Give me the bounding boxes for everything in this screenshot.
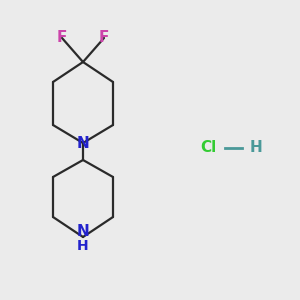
Text: N: N	[76, 136, 89, 151]
Text: Cl: Cl	[200, 140, 216, 155]
Text: F: F	[99, 31, 109, 46]
Text: H: H	[77, 239, 89, 253]
Text: N: N	[76, 224, 89, 239]
Text: F: F	[57, 31, 67, 46]
Text: H: H	[250, 140, 262, 155]
